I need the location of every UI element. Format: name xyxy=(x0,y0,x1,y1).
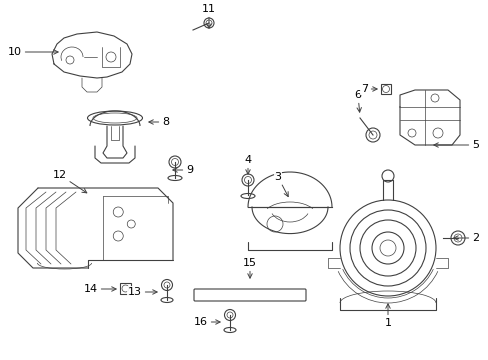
Text: 5: 5 xyxy=(433,140,478,150)
Text: 12: 12 xyxy=(53,170,86,193)
Text: 16: 16 xyxy=(194,317,220,327)
Text: 9: 9 xyxy=(173,165,193,175)
Text: 3: 3 xyxy=(274,172,287,197)
Text: 10: 10 xyxy=(8,47,58,57)
Text: 1: 1 xyxy=(384,304,391,328)
Text: 13: 13 xyxy=(128,287,157,297)
Text: 2: 2 xyxy=(453,233,478,243)
Text: 4: 4 xyxy=(244,155,251,174)
Text: 8: 8 xyxy=(148,117,169,127)
Text: 14: 14 xyxy=(84,284,116,294)
Text: 15: 15 xyxy=(243,258,257,278)
Text: 6: 6 xyxy=(354,90,361,112)
Text: 7: 7 xyxy=(360,84,376,94)
Text: 11: 11 xyxy=(202,4,216,28)
